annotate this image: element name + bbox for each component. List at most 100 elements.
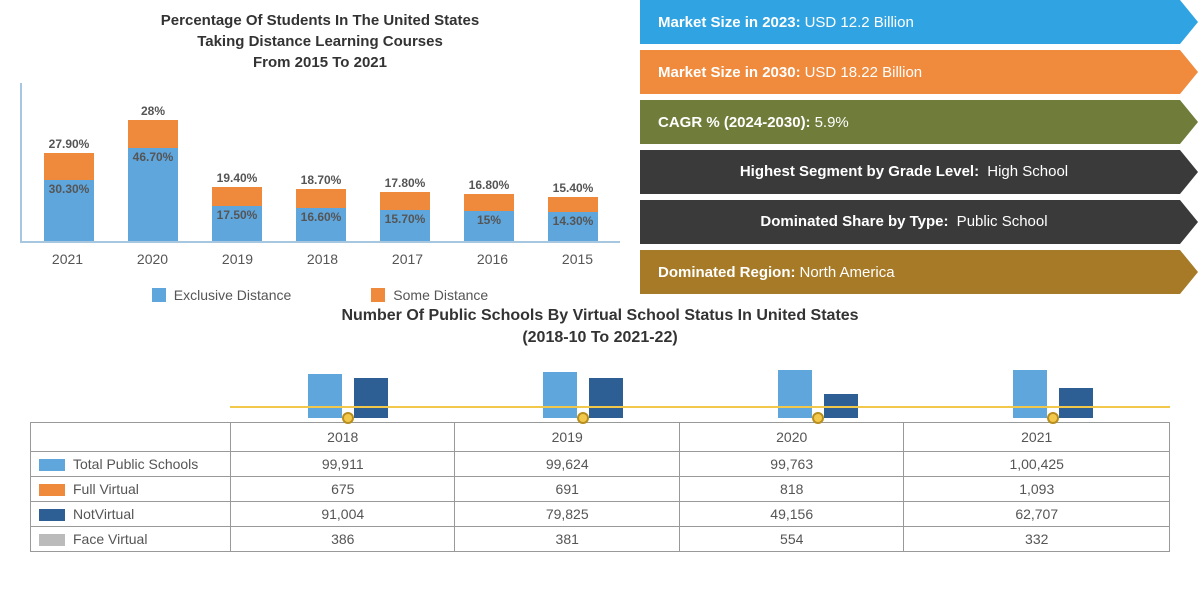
legend-item: Some Distance (371, 287, 488, 303)
row-header: Total Public Schools (31, 451, 231, 476)
table-cell: 62,707 (904, 501, 1170, 526)
banner-value: North America (800, 264, 895, 281)
bar-value-label: 19.40% (207, 171, 267, 185)
legend-label: Some Distance (393, 287, 488, 303)
table-cell: 1,093 (904, 476, 1170, 501)
bar-value-label: 16.80% (459, 178, 519, 192)
row-swatch (39, 484, 65, 496)
x-tick-label: 2017 (380, 251, 435, 267)
bar-value-label: 14.30% (543, 214, 603, 228)
bar-value-label: 27.90% (39, 137, 99, 151)
table-cell: 99,763 (679, 451, 903, 476)
mini-bar (308, 374, 342, 418)
mini-bar (778, 370, 812, 418)
mini-bar (543, 372, 577, 418)
bar-segment-some: 19.40% (212, 187, 262, 206)
public-schools-section: Number Of Public Schools By Virtual Scho… (0, 300, 1200, 557)
table-header-year: 2020 (679, 422, 903, 451)
chart2-bars (230, 358, 1170, 418)
bar-value-label: 16.60% (291, 210, 351, 224)
chart1-x-axis: 2021202020192018201720162015 (20, 243, 620, 267)
banner-label: Market Size in 2030: (658, 64, 801, 81)
info-banner: Dominated Share by Type: Public School (640, 200, 1180, 244)
chart2-title-l2: (2018-10 To 2021-22) (30, 327, 1170, 349)
table-row: Total Public Schools99,91199,62499,7631,… (31, 451, 1170, 476)
table-cell: 386 (231, 526, 455, 551)
row-header: Face Virtual (31, 526, 231, 551)
connector-dot (1047, 412, 1059, 424)
row-name: Face Virtual (73, 531, 147, 547)
table-header-year: 2018 (231, 422, 455, 451)
chart1-bars: 30.30%27.90%46.70%28%17.50%19.40%16.60%1… (20, 83, 620, 243)
table-cell: 99,911 (231, 451, 455, 476)
bar-segment-exclusive: 46.70% (128, 148, 178, 241)
bar-value-label: 28% (123, 104, 183, 118)
row-name: NotVirtual (73, 506, 134, 522)
banner-value: 5.9% (815, 114, 849, 131)
bar-value-label: 15.70% (375, 212, 435, 226)
row-name: Total Public Schools (73, 456, 198, 472)
bar-value-label: 17.80% (375, 176, 435, 190)
bar-segment-some: 15.40% (548, 197, 598, 212)
banner-value: USD 12.2 Billion (805, 14, 914, 31)
chart1-legend: Exclusive Distance Some Distance (20, 287, 620, 303)
x-tick-label: 2019 (210, 251, 265, 267)
table-row: Full Virtual6756918181,093 (31, 476, 1170, 501)
chart1-title: Percentage Of Students In The United Sta… (20, 10, 620, 73)
mini-bar (354, 378, 388, 418)
x-tick-label: 2021 (40, 251, 95, 267)
bar-segment-exclusive: 15.70% (380, 210, 430, 241)
legend-label: Exclusive Distance (174, 287, 292, 303)
bar-value-label: 17.50% (207, 208, 267, 222)
bar-value-label: 15.40% (543, 181, 603, 195)
chart1-title-l2: Taking Distance Learning Courses (20, 31, 620, 52)
bar-group: 17.50%19.40% (210, 187, 265, 241)
banner-label: Dominated Share by Type: (760, 213, 948, 230)
info-banner: Market Size in 2030: USD 18.22 Billion (640, 50, 1180, 94)
table-cell: 381 (455, 526, 679, 551)
chart1-title-l3: From 2015 To 2021 (20, 52, 620, 73)
banner-value: High School (983, 163, 1068, 180)
row-swatch (39, 459, 65, 471)
table-header-year: 2019 (455, 422, 679, 451)
bar-group: 14.30%15.40% (546, 197, 601, 241)
distance-learning-chart: Percentage Of Students In The United Sta… (0, 0, 640, 300)
table-cell: 332 (904, 526, 1170, 551)
banner-label: Highest Segment by Grade Level: (740, 163, 979, 180)
table-cell: 1,00,425 (904, 451, 1170, 476)
legend-item: Exclusive Distance (152, 287, 292, 303)
table-cell: 49,156 (679, 501, 903, 526)
table-header-empty (31, 422, 231, 451)
bar-group: 15.70%17.80% (378, 192, 433, 241)
bar-value-label: 18.70% (291, 173, 351, 187)
table-cell: 79,825 (455, 501, 679, 526)
info-banner: Market Size in 2023: USD 12.2 Billion (640, 0, 1180, 44)
chart1-title-l1: Percentage Of Students In The United Sta… (20, 10, 620, 31)
bar-value-label: 30.30% (39, 182, 99, 196)
table-row: Face Virtual386381554332 (31, 526, 1170, 551)
bar-group: 15%16.80% (462, 194, 517, 241)
chart2-title-l1: Number Of Public Schools By Virtual Scho… (30, 305, 1170, 327)
legend-swatch (152, 288, 166, 302)
info-banner: Highest Segment by Grade Level: High Sch… (640, 150, 1180, 194)
table-cell: 691 (455, 476, 679, 501)
mini-bar (1013, 370, 1047, 418)
banner-value: Public School (953, 213, 1048, 230)
mini-bar-group (465, 372, 700, 418)
table-cell: 675 (231, 476, 455, 501)
row-swatch (39, 509, 65, 521)
row-swatch (39, 534, 65, 546)
mini-bar-group (700, 370, 935, 418)
bar-segment-some: 27.90% (44, 153, 94, 181)
table-cell: 818 (679, 476, 903, 501)
mini-bar (589, 378, 623, 418)
bar-segment-exclusive: 14.30% (548, 212, 598, 241)
connector-line (230, 406, 1170, 408)
bar-value-label: 15% (459, 213, 519, 227)
bar-segment-some: 17.80% (380, 192, 430, 210)
banner-label: CAGR % (2024-2030): (658, 114, 811, 131)
table-header-year: 2021 (904, 422, 1170, 451)
bar-group: 16.60%18.70% (294, 189, 349, 241)
bar-segment-exclusive: 17.50% (212, 206, 262, 241)
bar-group: 30.30%27.90% (42, 153, 97, 241)
